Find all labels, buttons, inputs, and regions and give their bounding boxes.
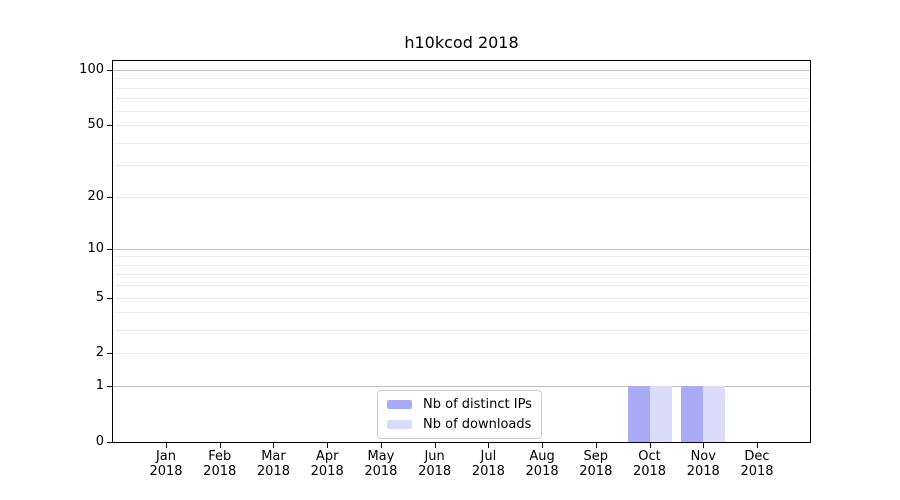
y-axis-tick [107, 353, 112, 355]
x-axis-tick-label: Aug 2018 [525, 449, 559, 479]
x-axis-tick [595, 443, 597, 448]
x-axis-tick [219, 443, 221, 448]
x-axis-tick-label: Apr 2018 [310, 449, 344, 479]
legend-label: Nb of distinct IPs [423, 397, 532, 412]
y-axis-tick-label: 100 [79, 62, 104, 78]
x-axis-tick [488, 443, 490, 448]
x-axis-tick [434, 443, 436, 448]
y-axis-tick [107, 386, 112, 388]
plot-area [112, 60, 811, 443]
x-axis-tick-label: Jun 2018 [418, 449, 452, 479]
gridline-minor [113, 142, 810, 144]
x-axis-tick [273, 443, 275, 448]
y-axis-tick-label: 0 [95, 434, 104, 449]
gridline-minor [113, 196, 810, 198]
y-axis-tick [107, 196, 112, 198]
y-axis-tick [107, 442, 112, 443]
x-axis-tick-label: Jan 2018 [149, 449, 183, 479]
y-axis-tick-label: 10 [87, 240, 104, 256]
x-axis-tick-label: Oct 2018 [632, 449, 667, 479]
x-axis-tick [327, 443, 329, 448]
y-axis-tick-label: 5 [95, 289, 104, 305]
y-axis-tick [107, 70, 112, 72]
gridline-minor [113, 285, 810, 287]
gridline-minor [113, 98, 810, 100]
gridline-major [113, 248, 810, 250]
x-axis-tick-label: Sep 2018 [579, 449, 613, 479]
gridline-major [113, 70, 810, 72]
legend-swatch-distinct-ips [387, 400, 412, 409]
x-axis-tick [703, 443, 705, 448]
y-axis-tick [107, 297, 112, 299]
gridline-minor [113, 110, 810, 112]
gridline-minor [113, 353, 810, 355]
bar-distinct-ips [681, 386, 704, 442]
legend-swatch-downloads [387, 420, 412, 429]
gridline-minor [113, 264, 810, 266]
x-axis-tick-label: Mar 2018 [256, 449, 290, 479]
gridline-major [113, 386, 810, 388]
gridline-minor [113, 312, 810, 314]
x-axis-tick [649, 443, 651, 448]
x-axis-tick [166, 443, 167, 448]
legend-item: Nb of downloads [387, 417, 532, 432]
legend-label: Nb of downloads [423, 417, 532, 432]
y-axis-tick-label: 2 [95, 345, 104, 361]
y-axis-tick-label: 1 [95, 378, 104, 394]
gridline-minor [113, 297, 810, 299]
y-axis-tick [107, 125, 112, 127]
bar-downloads [649, 386, 672, 442]
bar-distinct-ips [627, 386, 650, 442]
y-axis-tick-label: 50 [87, 117, 104, 133]
gridline-minor [113, 87, 810, 89]
gridline-minor [113, 256, 810, 258]
x-axis-tick-label: Nov 2018 [686, 449, 720, 479]
y-axis-tick-label: 20 [87, 188, 104, 204]
x-axis-tick-label: May 2018 [364, 449, 398, 479]
gridline-minor [113, 330, 810, 332]
gridline-minor [113, 78, 810, 80]
x-axis-tick [542, 443, 544, 448]
gridline-minor [113, 125, 810, 127]
gridline-minor [113, 274, 810, 276]
x-axis-tick-label: Feb 2018 [203, 449, 237, 479]
legend: Nb of distinct IPs Nb of downloads [377, 390, 542, 439]
y-axis-tick [107, 248, 112, 250]
gridline-minor [113, 165, 810, 167]
chart-title: h10kcod 2018 [404, 33, 519, 52]
x-axis-tick-label: Dec 2018 [740, 449, 774, 479]
x-axis-tick [380, 443, 382, 448]
x-axis-tick-label: Jul 2018 [471, 449, 505, 479]
x-axis-tick [757, 443, 758, 448]
bar-downloads [703, 386, 726, 442]
legend-item: Nb of distinct IPs [387, 397, 532, 412]
